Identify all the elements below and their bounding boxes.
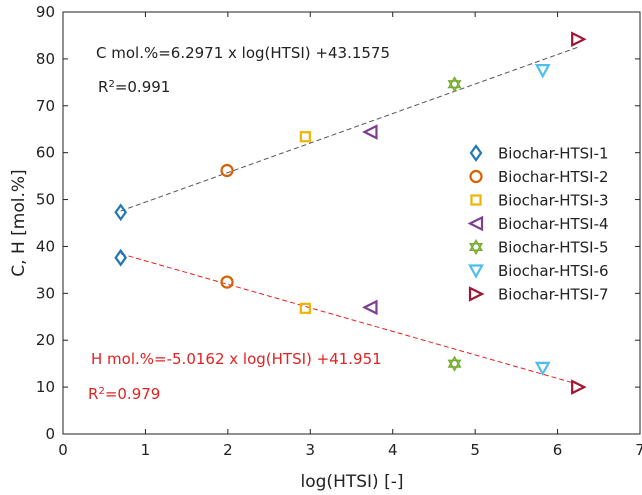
y-tick-label: 0 [45, 425, 55, 443]
h-fit-line [120, 253, 579, 385]
legend: Biochar-HTSI-1 Biochar-HTSI-2 Biochar-HTSI… [467, 144, 609, 304]
x-tick-label: 3 [306, 441, 316, 459]
data-point [299, 131, 311, 143]
legend-marker [467, 215, 484, 232]
x-tick-label: 6 [553, 441, 563, 459]
data-point-part [447, 80, 462, 93]
data-point-part [447, 355, 462, 368]
x-tick-label: 5 [470, 441, 480, 459]
x-tick-label: 1 [141, 441, 151, 459]
legend-label: Biochar-HTSI-2 [498, 168, 609, 186]
data-point [220, 163, 234, 178]
data-point [534, 361, 551, 377]
data-point [220, 275, 234, 289]
data-point [114, 203, 128, 222]
h-r2-value: =0.979 [105, 385, 161, 403]
x-axis-title: log(HTSI) [-] [301, 472, 404, 492]
legend-label: Biochar-HTSI-5 [498, 239, 609, 257]
y-tick-label: 80 [36, 50, 55, 68]
data-point [114, 248, 128, 267]
legend-label: Biochar-HTSI-3 [498, 192, 609, 210]
h-r2-prefix: R [88, 385, 98, 403]
legend-label: Biochar-HTSI-1 [498, 145, 609, 163]
data-point [534, 64, 551, 79]
x-tick-label: 4 [388, 441, 398, 459]
h-r2-sup: 2 [98, 386, 104, 397]
y-tick-label: 20 [36, 331, 55, 349]
data-point [447, 355, 462, 372]
x-tick-label: 7 [635, 441, 642, 459]
data-point [361, 124, 378, 140]
y-tick-label: 60 [36, 144, 55, 162]
fit-lines [120, 46, 579, 385]
c-r2-sup: 2 [108, 79, 114, 90]
data-point [299, 302, 311, 314]
data-point-part [447, 359, 462, 372]
x-tick-label: 2 [223, 441, 233, 459]
legend-label: Biochar-HTSI-7 [498, 286, 609, 304]
data-point [447, 76, 462, 93]
data-point [571, 379, 587, 395]
h-r2-annotation: R2=0.979 [88, 385, 160, 403]
legend-marker [468, 238, 484, 256]
c-r2-value: =0.991 [115, 78, 171, 96]
legend-marker [469, 144, 483, 162]
legend-marker-part [468, 242, 484, 256]
legend-marker [468, 286, 485, 302]
legend-marker-part [468, 238, 484, 252]
data-point [361, 299, 378, 316]
y-tick-label: 40 [36, 237, 55, 255]
plot-frame [62, 11, 641, 435]
y-axis-title: C, H [mol.%] [9, 169, 29, 276]
c-fit-line [120, 46, 579, 212]
h-equation-annotation: H mol.%=-5.0162 x log(HTSI) +41.951 [91, 350, 382, 368]
c-r2-annotation: R2=0.991 [98, 78, 170, 96]
c-r2-prefix: R [98, 78, 108, 96]
y-tick-label: 50 [36, 191, 55, 209]
legend-marker [470, 194, 482, 206]
data-points [114, 31, 587, 395]
data-point-part [447, 76, 462, 89]
data-point [571, 31, 587, 47]
legend-label: Biochar-HTSI-6 [498, 262, 609, 280]
y-tick-label: 90 [36, 3, 55, 21]
y-tick-label: 30 [36, 284, 55, 302]
y-tick-label: 10 [36, 378, 55, 396]
legend-marker [468, 264, 484, 279]
x-tick-label: 0 [58, 441, 68, 459]
y-tick-label: 70 [36, 97, 55, 115]
legend-label: Biochar-HTSI-4 [498, 215, 609, 233]
c-equation-annotation: C mol.%=6.2971 x log(HTSI) +43.1575 [96, 44, 390, 62]
legend-marker [469, 169, 483, 184]
